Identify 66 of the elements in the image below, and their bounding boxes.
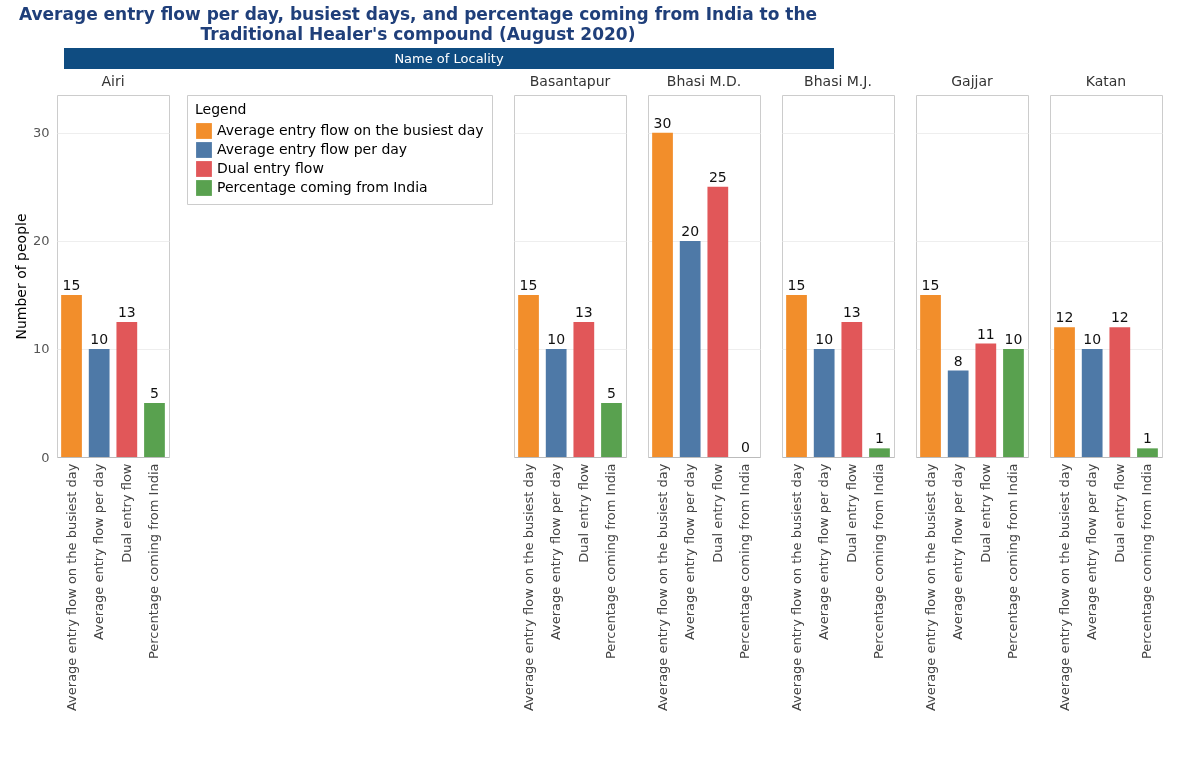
data-label: 20 (681, 222, 700, 239)
text: Name of Locality (64, 48, 834, 69)
x-tick-label: Percentage coming from India (1005, 463, 1021, 660)
data-label: 8 (953, 352, 963, 369)
data-label: 13 (842, 303, 861, 320)
data-label: 11 (976, 325, 995, 342)
legend-label: Dual entry flow (217, 160, 324, 176)
data-label: 15 (62, 276, 81, 293)
legend-label: Average entry flow per day (217, 141, 408, 157)
x-tick-label: Average entry flow per day (91, 463, 107, 641)
chart-subtitle: Bhasi M.D. (666, 73, 742, 89)
data-label: 30 (653, 114, 672, 131)
x-tick-label: Dual entry flow (843, 463, 859, 563)
x-tick-label: Average entry flow on the busiest day (788, 463, 804, 712)
x-tick-label: Percentage coming from India (871, 463, 887, 660)
chart-subtitle: Bhasi M.J. (804, 73, 872, 89)
x-tick-label: Average entry flow on the busiest day (63, 463, 79, 712)
data-label: 0 (741, 439, 750, 455)
data-label: 15 (519, 276, 538, 293)
data-label: 25 (708, 168, 727, 185)
x-tick-label: Percentage coming from India (737, 463, 753, 660)
x-tick-label: Dual entry flow (575, 463, 591, 563)
x-tick-label: Average entry flow on the busiest day (922, 463, 938, 712)
x-tick-label: Average entry flow per day (682, 463, 698, 641)
x-tick-label: Dual entry flow (118, 463, 134, 563)
data-label: 15 (921, 276, 940, 293)
data-label: 12 (1110, 309, 1129, 326)
x-tick-label: Average entry flow on the busiest day (520, 463, 536, 712)
data-label: 1 (875, 430, 884, 447)
x-tick-label: Average entry flow per day (548, 463, 564, 641)
x-tick-label: Average entry flow per day (1084, 463, 1100, 641)
y-tick-label: 0 (41, 449, 50, 465)
chart-subtitle: Airi (101, 72, 125, 89)
chart-subtitle: Gajjar (951, 73, 994, 89)
x-tick-label: Percentage coming from India (603, 463, 619, 660)
x-tick-label: Dual entry flow (1111, 463, 1127, 563)
x-tick-label: Average entry flow per day (816, 463, 832, 641)
text: Average entry flow per day, busiest days, and percentage coming from India to the Traditional Healer's compound (August 2020) (18, 4, 818, 44)
data-label: 13 (117, 303, 136, 320)
data-label: 10 (547, 330, 566, 347)
data-label: 13 (574, 303, 593, 320)
x-tick-label: Average entry flow on the busiest day (654, 463, 670, 712)
data-label: 5 (150, 384, 159, 401)
x-tick-label: Percentage coming from India (1139, 463, 1155, 660)
y-tick-label: 20 (32, 233, 50, 249)
x-tick-label: Average entry flow per day (950, 463, 966, 641)
data-label: 15 (787, 276, 806, 293)
chart-subtitle: Katan (1085, 73, 1127, 89)
x-tick-label: Percentage coming from India (146, 463, 162, 660)
x-tick-label: Dual entry flow (977, 463, 993, 563)
data-label: 10 (90, 330, 109, 347)
data-label: 12 (1055, 309, 1074, 326)
y-axis-title: Number of people (12, 213, 29, 340)
y-tick-label: 30 (32, 125, 50, 141)
data-label: 10 (1083, 330, 1102, 347)
x-tick-label: Average entry flow on the busiest day (1056, 463, 1072, 712)
chart-subtitle: Basantapur (529, 73, 611, 89)
legend-label: Average entry flow on the busiest day (217, 122, 484, 138)
legend-title: Legend (195, 101, 247, 117)
data-label: 10 (1004, 330, 1023, 347)
data-label: 1 (1143, 430, 1152, 447)
legend-label: Percentage coming from India (217, 179, 428, 195)
y-tick-label: 10 (32, 341, 50, 357)
x-tick-label: Dual entry flow (709, 463, 725, 563)
data-label: 10 (815, 330, 834, 347)
data-label: 5 (607, 384, 616, 401)
